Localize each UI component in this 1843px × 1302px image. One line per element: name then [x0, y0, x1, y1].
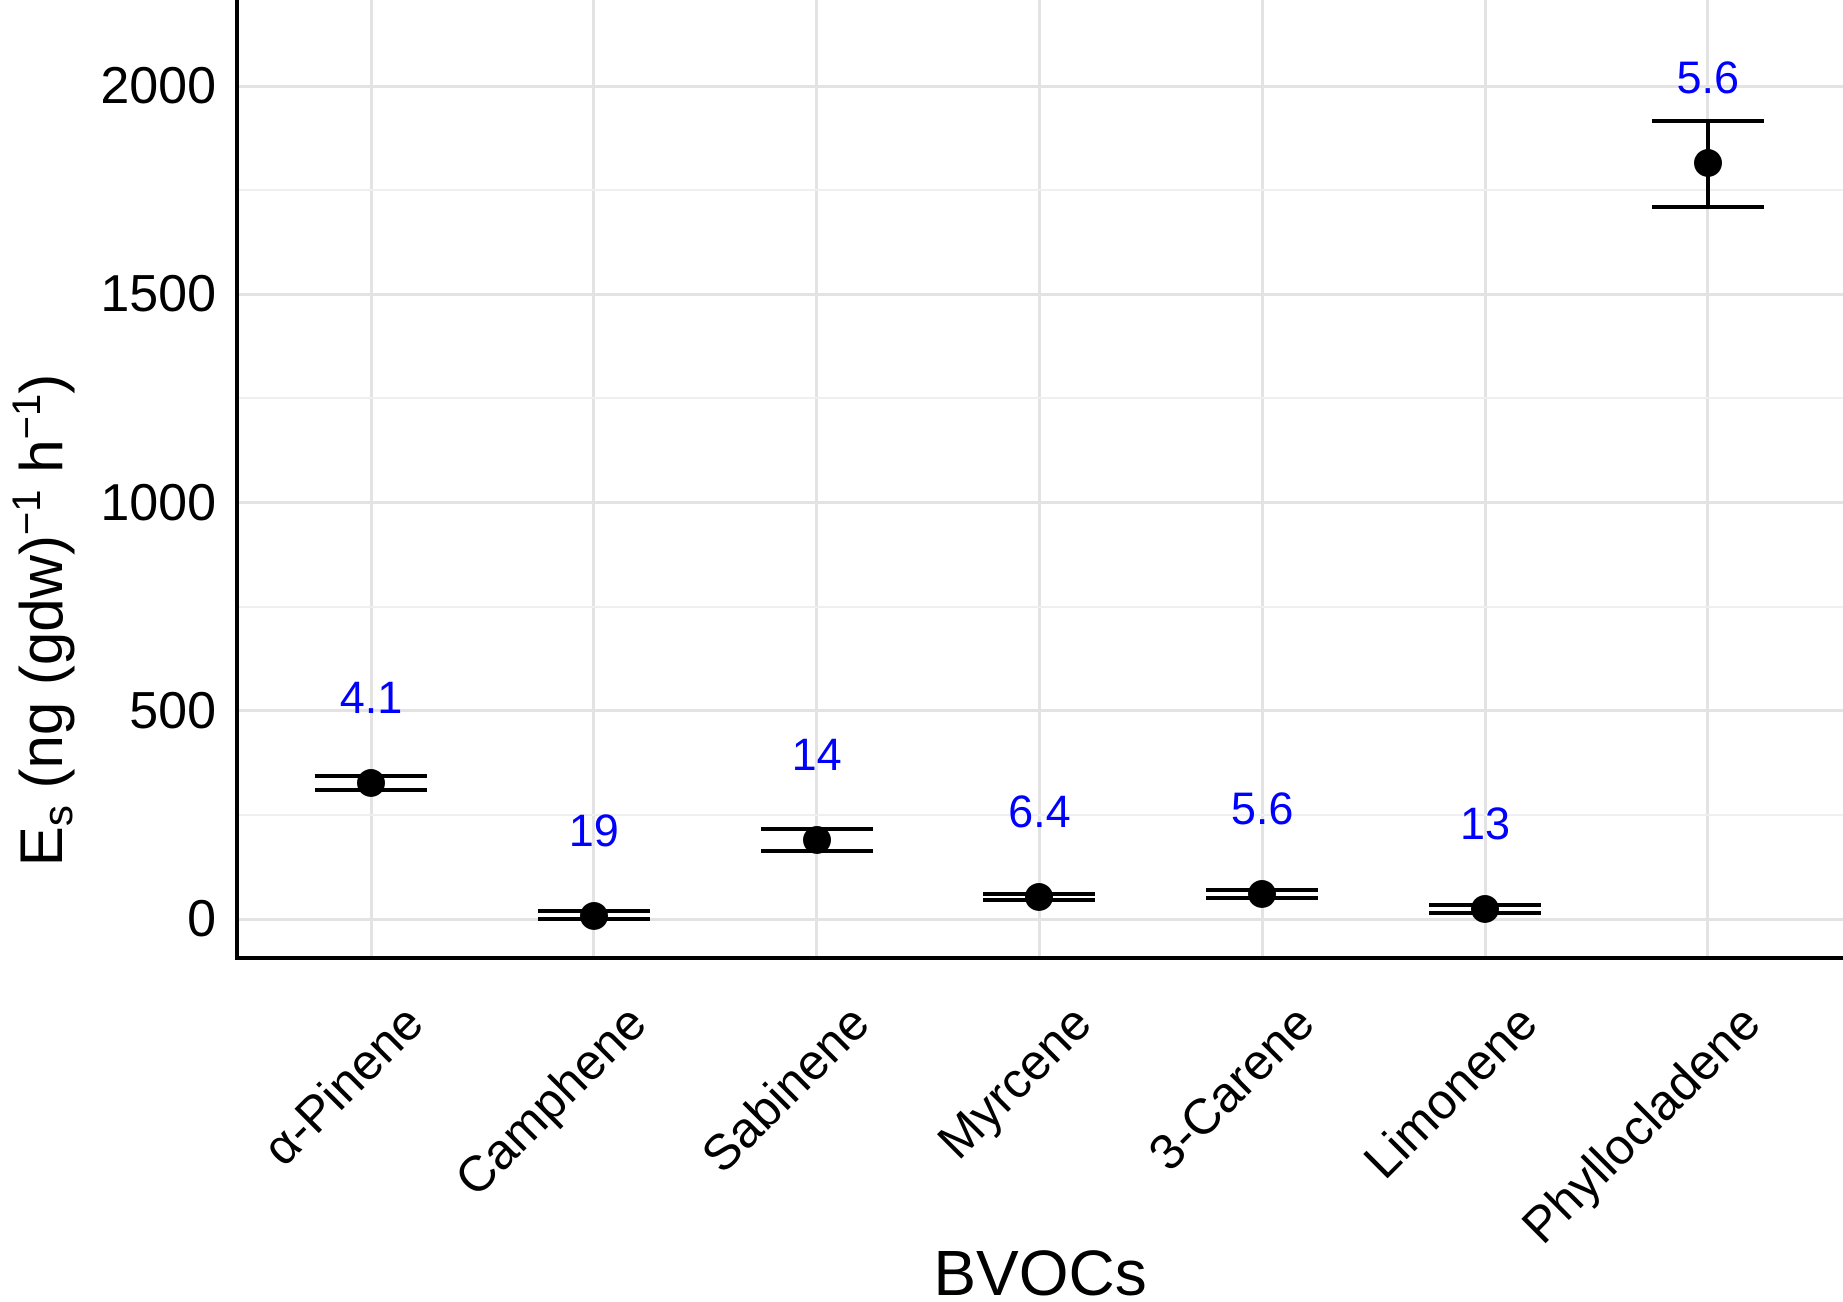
grid-horizontal-minor	[237, 605, 1843, 608]
data-point	[357, 768, 385, 797]
grid-horizontal-major	[237, 709, 1843, 713]
y-tick-label: 1000	[100, 473, 216, 532]
grid-vertical-major	[1706, 0, 1710, 956]
grid-vertical-major	[815, 0, 819, 956]
grid-vertical-major	[369, 0, 373, 956]
grid-horizontal-minor	[237, 813, 1843, 816]
y-title-unit-close: )	[8, 373, 75, 394]
grid-vertical-major	[592, 0, 596, 956]
data-point	[1693, 149, 1722, 178]
y-title-superscript-1: −1	[5, 489, 49, 536]
point-annotation-label: 14	[791, 728, 842, 780]
point-annotation-label: 5.6	[1230, 783, 1294, 834]
point-annotation-label: 5.6	[1676, 52, 1740, 104]
y-tick-label: 2000	[100, 57, 216, 115]
data-point	[579, 901, 608, 930]
error-bar-cap-top	[1651, 119, 1764, 124]
y-tick-label: 1500	[100, 265, 216, 324]
x-axis-title: BVOCs	[933, 1237, 1147, 1302]
y-axis-line	[235, 0, 239, 960]
error-bar-cap-bottom	[1651, 204, 1764, 209]
grid-horizontal-major	[237, 501, 1843, 504]
y-title-main: E	[8, 826, 75, 867]
grid-horizontal-major	[237, 84, 1843, 88]
grid-vertical-major	[1483, 0, 1487, 956]
grid-vertical-major	[1260, 0, 1264, 956]
y-title-unit-open: (ng (gdw)	[8, 535, 75, 806]
point-annotation-label: 4.1	[339, 671, 403, 723]
point-annotation-label: 6.4	[1008, 785, 1071, 837]
data-point	[802, 825, 831, 854]
x-axis-line	[235, 956, 1843, 960]
grid-horizontal-minor	[237, 397, 1843, 400]
data-point	[1471, 895, 1499, 923]
y-tick-label: 0	[187, 890, 216, 948]
grid-horizontal-major	[237, 917, 1843, 921]
y-title-unit-mid: h	[8, 439, 75, 490]
grid-horizontal-minor	[237, 189, 1843, 192]
y-title-superscript-2: −1	[5, 393, 49, 440]
y-tick-label: 500	[129, 681, 216, 740]
data-point	[1248, 880, 1277, 908]
y-axis-title: Es (ng (gdw)−1 h−1)	[5, 240, 81, 1000]
grid-vertical-major	[1037, 0, 1041, 956]
data-point	[1025, 882, 1054, 911]
y-title-subscript: s	[34, 805, 81, 827]
point-annotation-label: 13	[1459, 798, 1511, 849]
point-annotation-label: 19	[568, 804, 619, 856]
grid-horizontal-major	[237, 292, 1843, 296]
